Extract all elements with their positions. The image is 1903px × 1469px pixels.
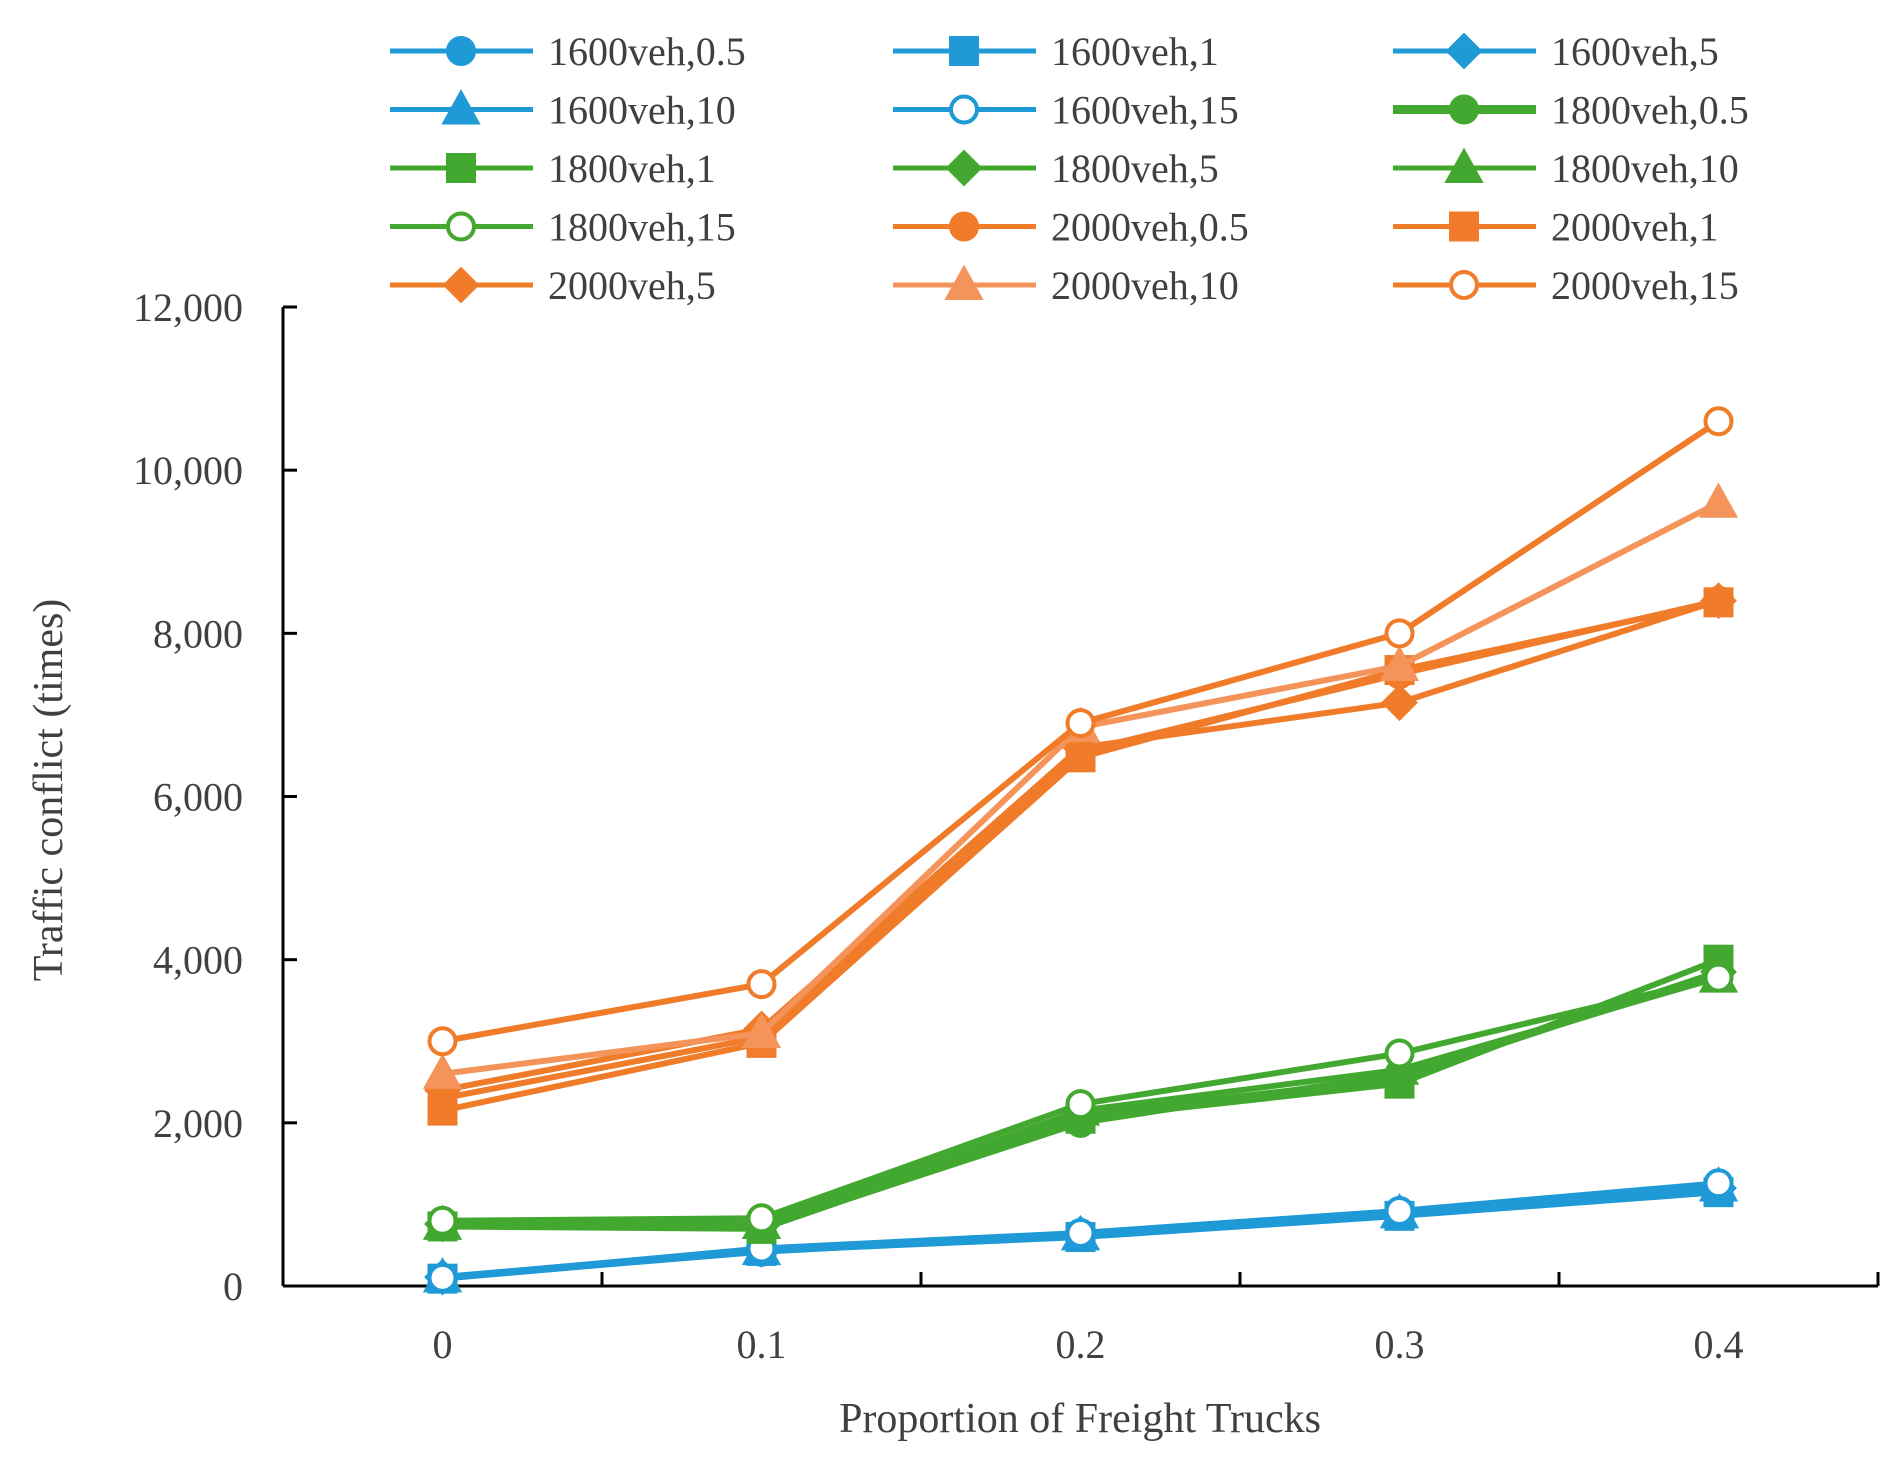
legend-marker xyxy=(446,211,476,242)
data-point xyxy=(1700,582,1737,620)
data-point xyxy=(1703,1168,1734,1199)
chart-axes: 0 2,000 4,000 6,000 8,000 10,000 12,000 0 0.1 0.2… xyxy=(133,285,1880,1367)
data-point xyxy=(1384,1038,1415,1069)
legend-marker xyxy=(949,211,979,242)
x-axis-title: Proportion of Freight Trucks xyxy=(839,1396,1321,1442)
legend-entry: 1600veh,1 xyxy=(893,29,1219,74)
legend-label: 1800veh,1 xyxy=(548,146,716,191)
legend-entry: 2000veh,10 xyxy=(893,263,1239,308)
legend-marker xyxy=(1444,147,1484,183)
legend-marker xyxy=(446,36,476,66)
series-2000veh-15 xyxy=(427,406,1734,1057)
data-point xyxy=(422,1053,463,1089)
legend-entry: 1600veh,15 xyxy=(893,88,1239,133)
x-tick-label: 0.1 xyxy=(737,1322,787,1367)
x-tick-label: 0.2 xyxy=(1056,1322,1106,1367)
legend-entry: 1800veh,15 xyxy=(390,205,736,250)
x-tick-label: 0.3 xyxy=(1375,1322,1425,1367)
legend-marker xyxy=(1449,94,1479,125)
series-1800veh-15 xyxy=(427,962,1734,1236)
legend-label: 1800veh,5 xyxy=(1051,146,1219,191)
legend-label: 2000veh,0.5 xyxy=(1051,205,1249,250)
y-tick-label: 8,000 xyxy=(153,611,243,656)
legend-marker xyxy=(949,36,979,66)
data-point xyxy=(1703,962,1734,993)
legend-entry: 1800veh,10 xyxy=(1393,146,1739,191)
legend-marker xyxy=(446,153,476,183)
legend-marker xyxy=(442,266,480,304)
data-point xyxy=(1065,708,1096,739)
y-axis-title: Traffic conflict (times) xyxy=(26,599,72,982)
data-point xyxy=(1065,1217,1096,1248)
series-line xyxy=(442,500,1720,1077)
legend-label: 2000veh,5 xyxy=(548,263,716,308)
legend: 1600veh,0.5 1600veh,1 1600veh,5 1600veh,10 1… xyxy=(390,29,1749,308)
legend-label: 1800veh,10 xyxy=(1551,146,1739,191)
x-tick-label: 0 xyxy=(433,1322,453,1367)
data-point xyxy=(746,969,777,1000)
x-tick-label: 0.4 xyxy=(1694,1322,1744,1367)
legend-label: 2000veh,15 xyxy=(1551,263,1739,308)
legend-entry: 2000veh,15 xyxy=(1393,263,1739,308)
legend-marker xyxy=(441,89,481,125)
legend-entry: 2000veh,5 xyxy=(390,263,716,308)
legend-entry: 1600veh,10 xyxy=(390,88,736,133)
legend-label: 1600veh,1 xyxy=(1051,29,1219,74)
legend-label: 2000veh,1 xyxy=(1551,205,1719,250)
data-point xyxy=(1381,684,1418,722)
data-point xyxy=(427,1026,458,1057)
legend-label: 1800veh,15 xyxy=(548,205,736,250)
data-point xyxy=(1384,618,1415,649)
series-line xyxy=(441,597,1720,1094)
y-tick-label: 10,000 xyxy=(133,448,243,493)
legend-entry: 2000veh,0.5 xyxy=(893,205,1249,250)
legend-label: 1600veh,0.5 xyxy=(548,29,746,74)
data-point xyxy=(746,1203,777,1234)
legend-label: 1600veh,5 xyxy=(1551,29,1719,74)
legend-marker xyxy=(944,264,984,300)
legend-marker xyxy=(1445,32,1483,70)
y-tick-label: 4,000 xyxy=(153,938,243,983)
legend-label: 1800veh,0.5 xyxy=(1551,88,1749,133)
y-tick-label: 6,000 xyxy=(153,775,243,820)
legend-entry: 1800veh,5 xyxy=(893,146,1219,191)
data-point xyxy=(1703,406,1734,437)
legend-entry: 2000veh,1 xyxy=(1393,205,1719,250)
series-layer xyxy=(422,406,1739,1296)
legend-entry: 1600veh,0.5 xyxy=(390,29,746,74)
legend-marker xyxy=(1449,270,1479,300)
data-point xyxy=(1065,1089,1096,1120)
data-point xyxy=(1379,645,1420,681)
y-tick-label: 0 xyxy=(223,1264,243,1309)
legend-marker xyxy=(1449,211,1479,242)
data-point xyxy=(427,1262,458,1293)
y-tick-label: 12,000 xyxy=(133,285,243,330)
legend-entry: 1800veh,1 xyxy=(390,146,716,191)
data-point xyxy=(1062,729,1099,766)
legend-marker xyxy=(945,149,983,187)
legend-entry: 1600veh,5 xyxy=(1393,29,1719,74)
data-point xyxy=(741,1012,782,1049)
legend-label: 1600veh,10 xyxy=(548,88,736,133)
legend-marker xyxy=(949,94,979,125)
y-tick-label: 2,000 xyxy=(153,1101,243,1146)
series-2000veh-10 xyxy=(422,482,1739,1089)
legend-entry: 1800veh,0.5 xyxy=(1393,88,1749,133)
series-2000veh-1 xyxy=(427,587,1734,1126)
data-point xyxy=(1698,482,1739,518)
data-point xyxy=(1384,1195,1415,1226)
data-point xyxy=(427,1205,458,1236)
legend-label: 2000veh,10 xyxy=(1051,263,1239,308)
legend-label: 1600veh,15 xyxy=(1051,88,1239,133)
